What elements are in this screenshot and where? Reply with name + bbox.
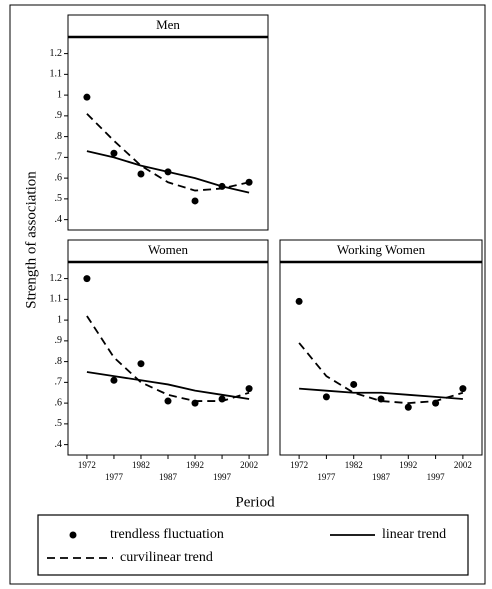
curvilinear-trend-line bbox=[86, 113, 250, 192]
x-tick-label: 1977 bbox=[105, 472, 124, 482]
legend-marker bbox=[69, 531, 77, 539]
linear-trend-line bbox=[86, 150, 250, 194]
data-point bbox=[295, 297, 303, 305]
y-tick-label: .8 bbox=[55, 131, 63, 142]
x-tick-label: 1992 bbox=[186, 460, 204, 470]
data-point bbox=[322, 393, 330, 401]
x-tick-label: 1987 bbox=[159, 472, 178, 482]
y-tick-label: .4 bbox=[55, 439, 63, 450]
x-tick-label: 1977 bbox=[317, 472, 336, 482]
curvilinear-trend-line bbox=[86, 315, 250, 402]
x-tick-label: 1972 bbox=[290, 460, 308, 470]
x-tick-label: 1992 bbox=[399, 460, 417, 470]
y-tick-label: 1.2 bbox=[50, 273, 63, 284]
x-tick-label: 1982 bbox=[132, 460, 150, 470]
data-point bbox=[137, 360, 145, 368]
y-tick-label: .6 bbox=[55, 397, 63, 408]
data-point bbox=[110, 149, 118, 157]
data-point bbox=[191, 197, 199, 205]
y-tick-label: .9 bbox=[55, 335, 63, 346]
data-point bbox=[404, 403, 412, 411]
data-point bbox=[137, 170, 145, 178]
panel-frame bbox=[67, 14, 269, 231]
y-tick-label: 1 bbox=[57, 314, 62, 325]
x-axis-title: Period bbox=[235, 494, 275, 510]
figure-border bbox=[9, 4, 486, 585]
legend-label: curvilinear trend bbox=[120, 550, 213, 565]
linear-trend-line bbox=[299, 387, 463, 400]
y-axis-title: Strength of association bbox=[23, 171, 39, 309]
y-tick-label: .4 bbox=[55, 214, 63, 225]
panel-frame bbox=[279, 239, 483, 456]
y-tick-label: .5 bbox=[55, 418, 63, 429]
panel-frame bbox=[67, 239, 269, 456]
legend-label: trendless fluctuation bbox=[110, 527, 224, 542]
x-tick-label: 1972 bbox=[78, 460, 96, 470]
data-point bbox=[83, 93, 91, 101]
legend-label: linear trend bbox=[382, 527, 446, 542]
x-tick-label: 1997 bbox=[427, 472, 446, 482]
curvilinear-trend-line bbox=[298, 342, 464, 405]
y-tick-label: .6 bbox=[55, 172, 63, 183]
data-point bbox=[459, 385, 467, 393]
data-point bbox=[245, 385, 253, 393]
x-tick-label: 1987 bbox=[372, 472, 391, 482]
y-tick-label: .7 bbox=[55, 377, 63, 388]
data-point bbox=[110, 376, 118, 384]
y-tick-label: 1.1 bbox=[50, 69, 63, 80]
y-tick-label: .8 bbox=[55, 356, 63, 367]
legend-box bbox=[37, 514, 469, 576]
x-tick-label: 2002 bbox=[240, 460, 258, 470]
x-tick-label: 2002 bbox=[454, 460, 472, 470]
panel-title: Men bbox=[156, 17, 180, 32]
x-tick-label: 1997 bbox=[213, 472, 232, 482]
x-tick-label: 1982 bbox=[345, 460, 363, 470]
y-tick-label: .9 bbox=[55, 110, 63, 121]
y-tick-label: 1.1 bbox=[50, 294, 63, 305]
y-tick-label: .7 bbox=[55, 152, 63, 163]
data-point bbox=[350, 380, 358, 388]
y-tick-label: .5 bbox=[55, 193, 63, 204]
data-point bbox=[164, 397, 172, 405]
data-point bbox=[83, 275, 91, 283]
panel-title: Women bbox=[148, 242, 189, 257]
panel-title: Working Women bbox=[337, 242, 426, 257]
y-tick-label: 1 bbox=[57, 89, 62, 100]
y-tick-label: 1.2 bbox=[50, 48, 63, 59]
linear-trend-line bbox=[86, 371, 250, 400]
